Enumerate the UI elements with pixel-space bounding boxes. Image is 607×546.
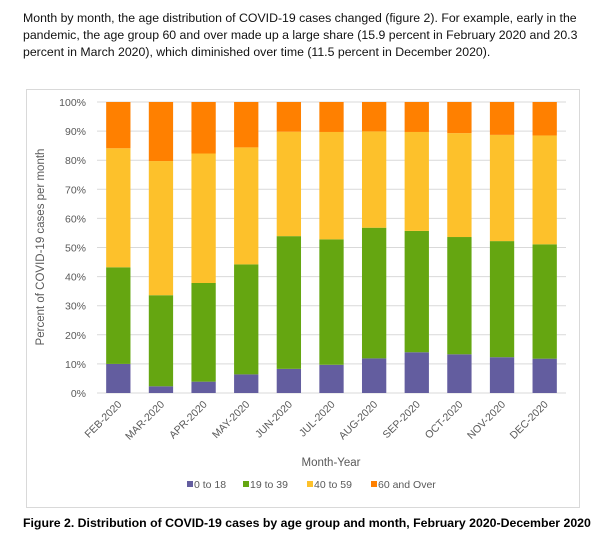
bar-group-feb-2020 — [106, 102, 131, 393]
x-tick-label: MAY-2020 — [210, 399, 252, 441]
bar-segment-40-to-59 — [191, 153, 216, 284]
bar-segment-0-to-18 — [447, 354, 472, 393]
legend-label: 0 to 18 — [194, 479, 226, 491]
bar-segment-40-to-59 — [106, 148, 131, 268]
bar-segment-19-to-39 — [532, 244, 557, 359]
figure-caption: Figure 2. Distribution of COVID-19 cases… — [23, 516, 591, 530]
bar-segment-0-to-18 — [106, 363, 131, 393]
bar-group-mar-2020 — [148, 102, 174, 393]
legend-swatch — [307, 481, 313, 487]
bar-segment-40-to-59 — [148, 161, 174, 296]
y-tick-label: 100% — [59, 97, 86, 109]
bar-group-dec-2020 — [532, 102, 557, 393]
bar-segment-40-to-59 — [404, 131, 429, 231]
x-tick-label: JUN-2020 — [253, 399, 295, 441]
bar-segment-40-to-59 — [319, 131, 344, 240]
chart-frame — [26, 89, 580, 508]
bar-segment-60-and-over — [106, 102, 131, 149]
bar-segment-19-to-39 — [148, 295, 174, 387]
bar-segment-60-and-over — [447, 102, 472, 134]
x-tick-label: NOV-2020 — [465, 399, 508, 442]
bar-segment-19-to-39 — [447, 237, 472, 355]
bar-segment-40-to-59 — [447, 133, 472, 238]
bar-group-apr-2020 — [191, 102, 216, 393]
legend-item-40-to-59: 40 to 59 — [307, 479, 352, 491]
x-tick-label: FEB-2020 — [83, 399, 125, 441]
y-axis-title: Percent of COVID-19 cases per month — [35, 149, 47, 346]
bar-segment-60-and-over — [532, 102, 557, 136]
bar-group-nov-2020 — [489, 102, 515, 393]
y-tick-label: 80% — [65, 155, 86, 167]
y-tick-label: 60% — [65, 213, 86, 225]
bar-segment-60-and-over — [234, 102, 259, 148]
bar-segment-19-to-39 — [404, 230, 429, 353]
bar-segment-40-to-59 — [361, 131, 387, 228]
bar-segment-40-to-59 — [489, 134, 515, 242]
bar-group-jul-2020 — [319, 102, 344, 393]
intro-paragraph: Month by month, the age distribution of … — [23, 11, 578, 59]
x-tick-label: DEC-2020 — [508, 399, 551, 442]
y-tick-label: 70% — [65, 184, 86, 196]
y-tick-label: 50% — [65, 243, 86, 255]
bar-segment-19-to-39 — [276, 236, 302, 369]
x-tick-label: SEP-2020 — [381, 399, 423, 441]
bar-segment-0-to-18 — [404, 352, 429, 393]
y-tick-label: 40% — [65, 272, 86, 284]
bar-segment-0-to-18 — [489, 357, 515, 393]
bar-segment-19-to-39 — [191, 283, 216, 382]
bar-segment-0-to-18 — [148, 386, 174, 393]
bar-segment-19-to-39 — [361, 227, 387, 359]
bar-segment-0-to-18 — [532, 358, 557, 393]
x-tick-label: OCT-2020 — [423, 399, 466, 442]
y-tick-label: 30% — [65, 301, 86, 313]
bar-group-sep-2020 — [404, 102, 429, 393]
legend-swatch — [187, 481, 193, 487]
bar-segment-0-to-18 — [191, 381, 216, 393]
bar-segment-60-and-over — [404, 102, 429, 132]
y-tick-label: 90% — [65, 126, 86, 138]
legend-swatch — [371, 481, 377, 487]
legend-item-60-and-over: 60 and Over — [371, 479, 436, 491]
bar-segment-19-to-39 — [234, 264, 259, 375]
bar-segment-60-and-over — [276, 102, 302, 132]
legend-swatch — [243, 481, 249, 487]
bars — [106, 102, 557, 393]
y-axis-ticks: 0% 10% 20% 30% 40% 50% 60% 70% 80% 90% 100% — [59, 97, 86, 400]
bar-segment-40-to-59 — [234, 147, 259, 265]
bar-segment-40-to-59 — [276, 131, 302, 237]
y-tick-label: 20% — [65, 330, 86, 342]
bar-group-may-2020 — [234, 102, 259, 393]
legend-item-19-to-39: 19 to 39 — [243, 479, 288, 491]
bar-segment-19-to-39 — [106, 267, 131, 364]
bar-segment-60-and-over — [319, 102, 344, 132]
bar-segment-19-to-39 — [319, 239, 344, 365]
bar-segment-19-to-39 — [489, 241, 515, 358]
y-tick-label: 10% — [65, 359, 86, 371]
bar-segment-60-and-over — [148, 102, 174, 162]
legend-item-0-to-18: 0 to 18 — [187, 479, 226, 491]
x-tick-label: MAR-2020 — [123, 399, 167, 443]
legend-label: 40 to 59 — [314, 479, 352, 491]
x-tick-label: AUG-2020 — [337, 399, 381, 443]
bar-group-jun-2020 — [276, 102, 302, 393]
x-tick-label: JUL-2020 — [297, 399, 338, 440]
bar-segment-40-to-59 — [532, 135, 557, 245]
bar-segment-60-and-over — [191, 102, 216, 154]
bar-group-aug-2020 — [361, 102, 387, 393]
legend: 0 to 18 19 to 39 40 to 59 60 and Over — [187, 479, 436, 491]
bar-segment-0-to-18 — [234, 374, 259, 393]
x-axis-title: Month-Year — [301, 457, 360, 469]
legend-label: 60 and Over — [378, 479, 436, 491]
legend-label: 19 to 39 — [250, 479, 288, 491]
bar-segment-0-to-18 — [361, 358, 387, 393]
x-tick-label: APR-2020 — [167, 399, 210, 442]
bar-segment-60-and-over — [361, 102, 387, 132]
y-tick-label: 0% — [71, 388, 86, 400]
bar-segment-0-to-18 — [319, 364, 344, 393]
bar-group-oct-2020 — [447, 102, 472, 393]
bar-segment-60-and-over — [489, 102, 515, 135]
bar-segment-0-to-18 — [276, 368, 302, 393]
